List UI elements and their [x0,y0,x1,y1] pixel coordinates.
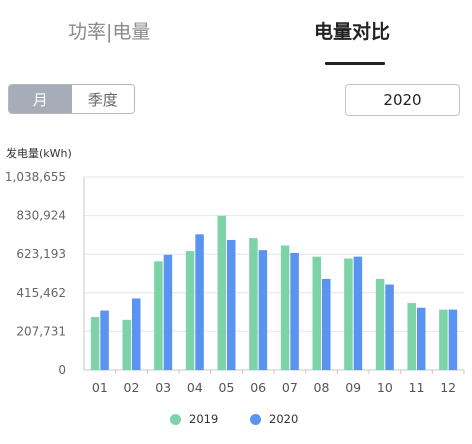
bar-2019-01 [90,317,100,370]
period-month-button[interactable]: 月 [9,85,72,113]
legend-marker-2020 [250,413,261,425]
y-axis-label: 发电量(kWh) [6,147,72,160]
bar-2020-06 [258,250,268,370]
bar-2019-10 [375,278,385,370]
year-selector[interactable]: 2020 [345,84,460,116]
bar-2020-02 [132,298,141,370]
bar-2019-09 [344,258,353,370]
bar-2020-07 [290,252,299,370]
legend-label-2020: 2020 [269,412,299,426]
bar-2019-06 [249,238,258,370]
y-tick-label: 207,731 [16,324,66,338]
bar-2019-08 [312,256,321,370]
y-tick-label: 1,038,655 [5,170,66,184]
energy-bar-chart: 发电量(kWh) 0 207,731 415,462 623,193 830,924 1,… [0,140,472,444]
x-tick-label: 05 [219,380,235,395]
y-tick-label: 830,924 [16,209,66,223]
x-tick-label: 01 [92,380,108,395]
bar-2019-04 [185,251,195,370]
y-tick-label: 623,193 [16,247,66,261]
bar-2020-01 [100,310,109,370]
x-tick-label: 02 [124,380,140,395]
legend-item-2020[interactable]: 2020 [250,412,298,426]
x-tick-label: 03 [155,380,171,395]
legend-label-2019: 2019 [189,412,219,426]
x-tick-label: 12 [440,380,456,395]
bar-2020-09 [353,256,363,370]
bar-2019-07 [280,245,290,370]
bar-2019-11 [407,303,416,370]
bar-2019-02 [122,319,131,370]
period-quarter-button[interactable]: 季度 [71,85,134,113]
x-tick-label: 09 [345,380,361,395]
x-tick-label: 04 [187,380,203,395]
bar-2020-08 [322,278,331,370]
x-tick-label: 10 [377,380,393,395]
bar-2020-12 [448,309,458,370]
tab-power-energy[interactable]: 功率|电量 [68,21,151,43]
bar-2019-12 [439,309,448,370]
legend-marker-2019 [170,413,181,425]
x-tick-label: 08 [314,380,330,395]
active-tab-indicator [325,62,385,65]
bar-2019-03 [154,261,163,370]
period-toggle: 月 季度 [8,84,135,114]
tab-bar: 功率|电量 电量对比 [0,0,472,70]
chart-plot: 0 207,731 415,462 623,193 830,924 1,038,655 01… [5,170,465,395]
bar-2020-03 [163,254,173,370]
x-tick-label: 11 [409,380,425,395]
y-tick-label: 415,462 [16,286,66,300]
bar-2020-11 [417,307,426,370]
bar-2020-10 [385,284,394,370]
x-tick-label: 07 [282,380,298,395]
legend-item-2019[interactable]: 2019 [170,412,218,426]
y-tick-label: 0 [58,363,66,377]
bar-2020-04 [195,234,204,370]
tab-energy-comparison[interactable]: 电量对比 [314,21,391,43]
bar-2019-05 [217,215,226,370]
x-tick-label: 06 [250,380,266,395]
bar-2020-05 [227,239,236,370]
